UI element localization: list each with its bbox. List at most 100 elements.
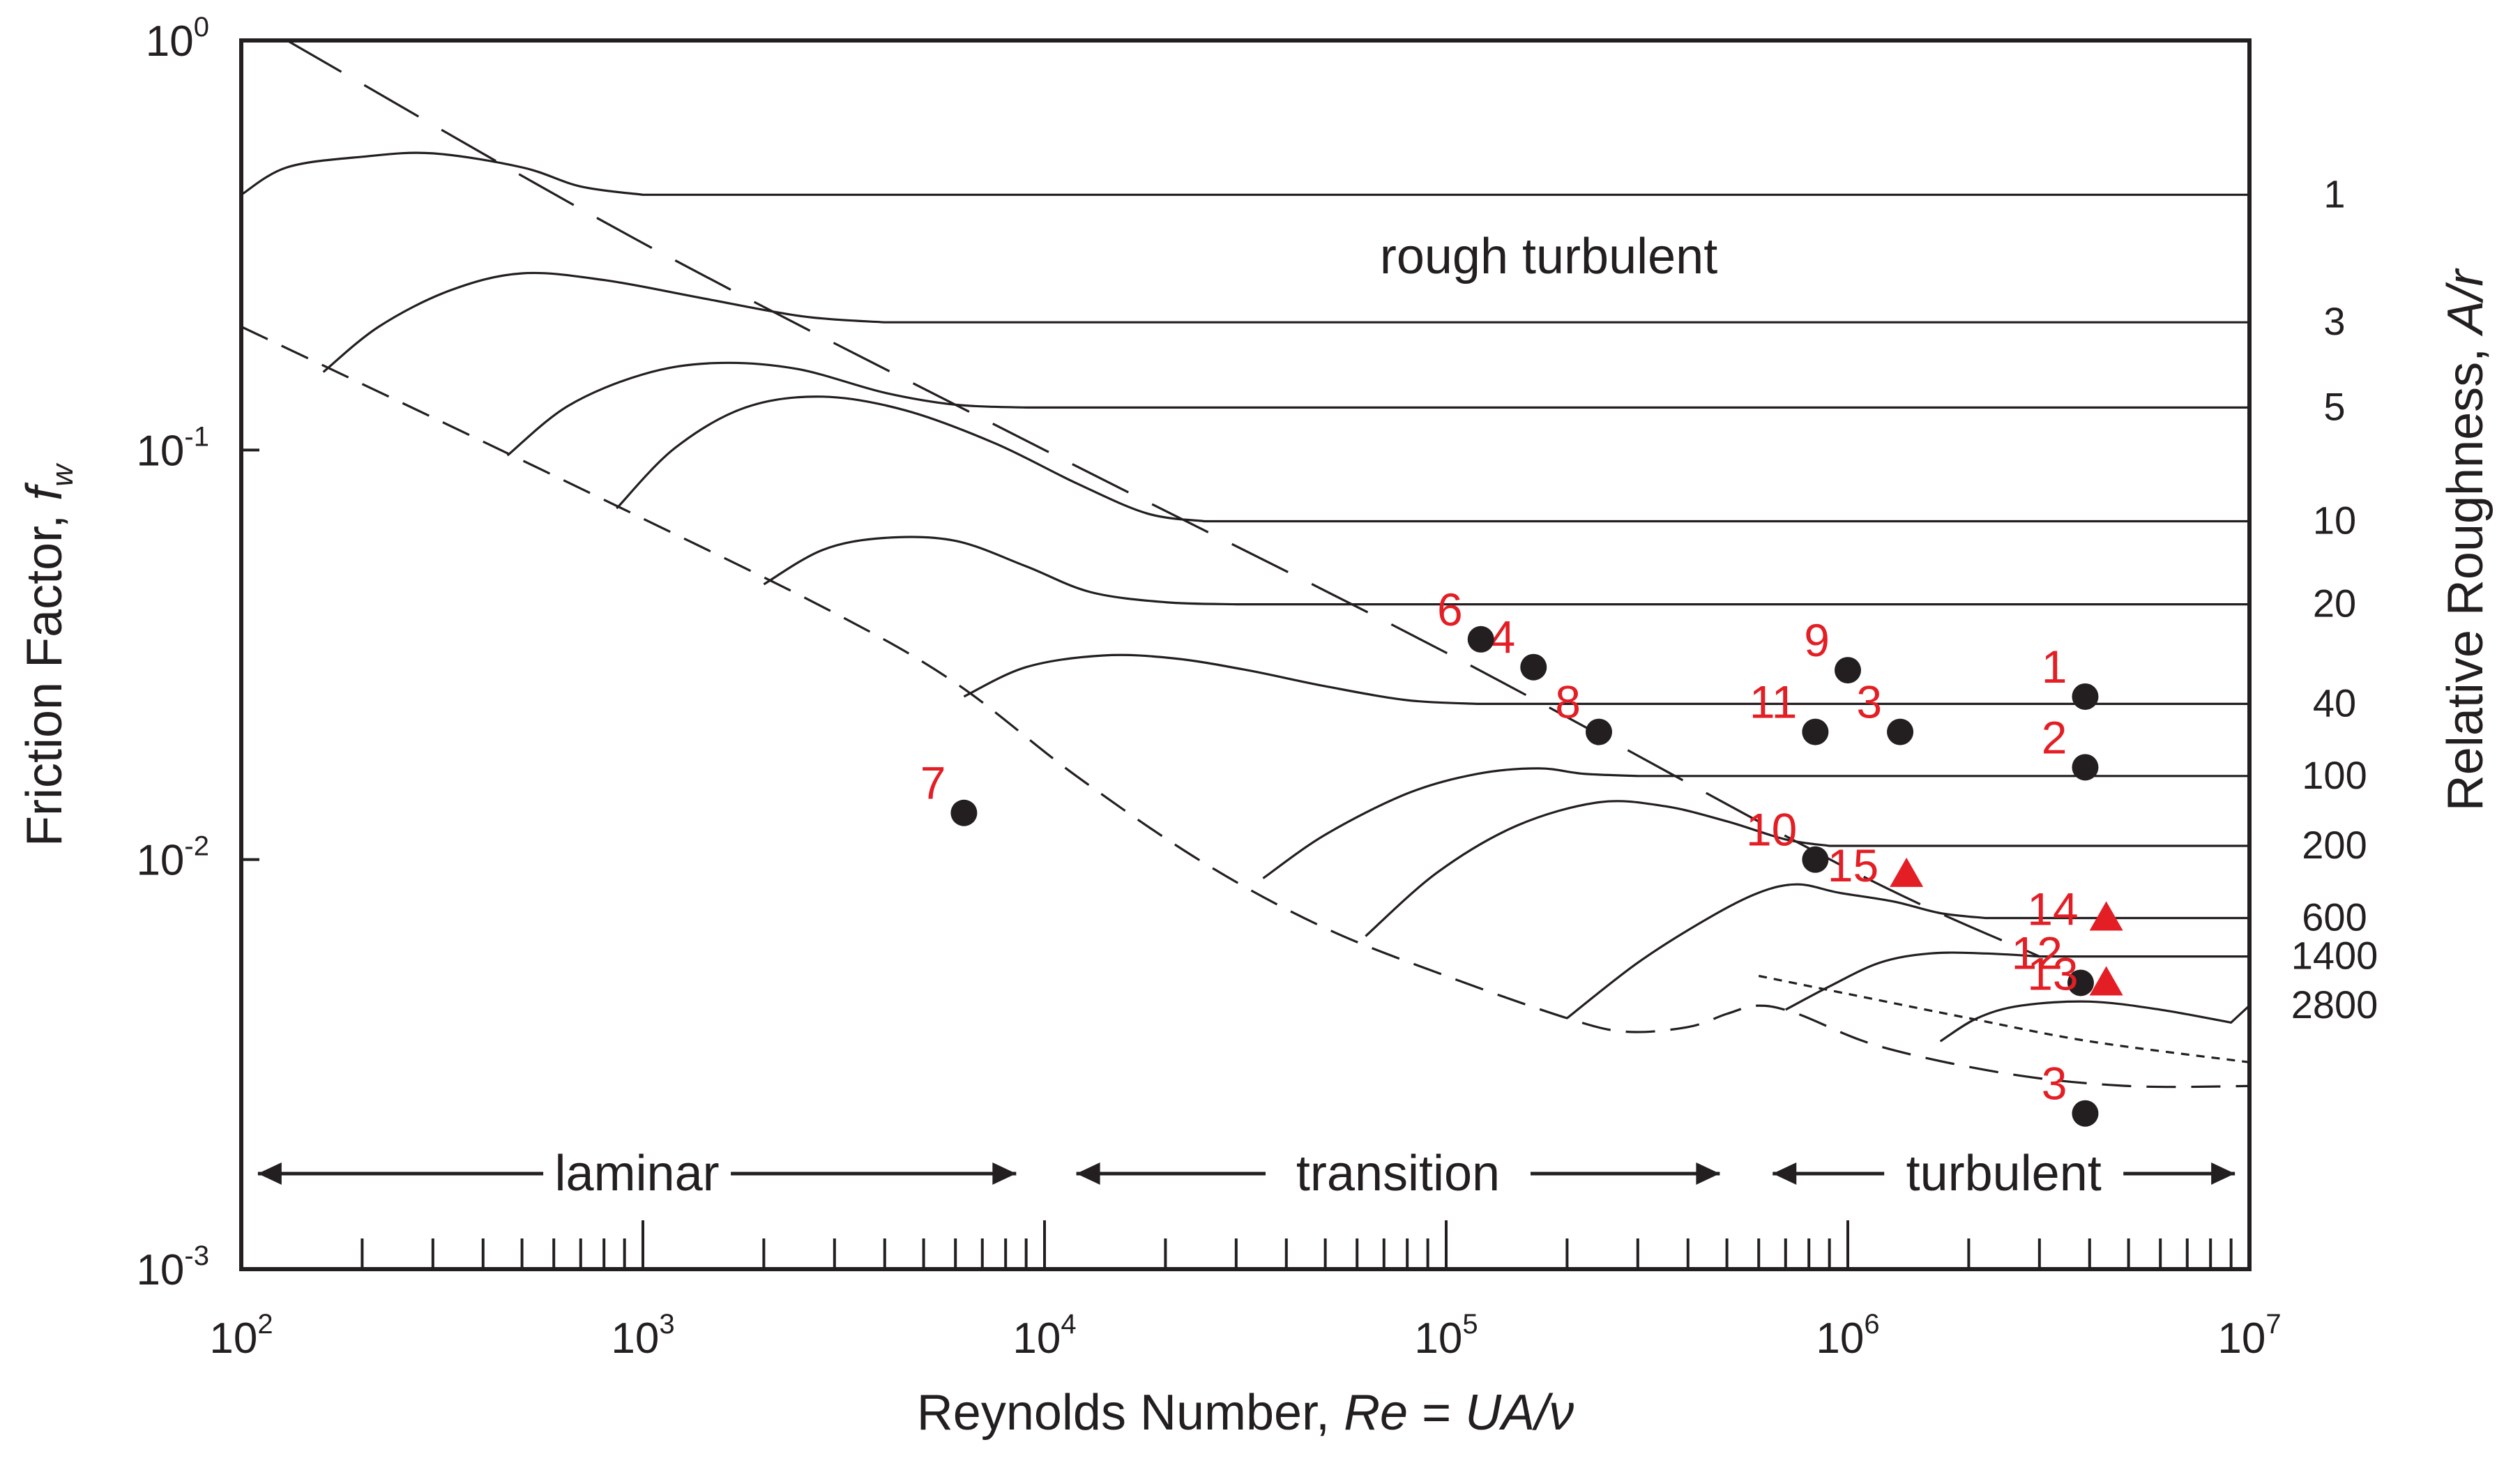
roughness-curve-100 <box>1262 767 2249 879</box>
x-tick-base: 10 <box>1414 1314 1462 1363</box>
axis-ticks <box>241 39 2233 1271</box>
circle-marker-11 <box>1802 718 1829 745</box>
y2-axis-title: Relative Roughness, A/r <box>2438 268 2494 811</box>
plot-frame <box>239 38 2252 1271</box>
point-label-7: 7 <box>920 757 946 809</box>
circle-marker-6 <box>1467 626 1494 653</box>
point-label-11: 11 <box>1749 676 1798 728</box>
roughness-curve-200 <box>1365 800 2249 937</box>
circle-marker-3 <box>2072 1100 2099 1127</box>
x-axis-title-expr: UA/ν <box>1465 1385 1574 1441</box>
roughness-curve-1 <box>241 151 2249 196</box>
roughness-label-2800: 2800 <box>2291 983 2378 1026</box>
point-label-12: 12 <box>2012 927 2063 978</box>
point-label-3: 3 <box>1856 676 1882 728</box>
x-tick-label: 102 <box>209 1309 273 1363</box>
roughness-curve-20 <box>763 536 2249 606</box>
point-label-10: 10 <box>1746 804 1797 856</box>
x-axis-title-prefix: Reynolds Number, <box>917 1385 1344 1441</box>
roughness-curve-2800 <box>1939 1000 2251 1043</box>
point-label-3: 3 <box>2042 1058 2067 1109</box>
roughness-label-1: 1 <box>2323 172 2345 215</box>
x-tick-label: 103 <box>611 1309 674 1363</box>
x-tick-exp: 6 <box>1864 1309 1879 1340</box>
circle-marker-7 <box>950 799 978 826</box>
rough-turbulent-boundary <box>286 39 2040 958</box>
y-tick-base: 10 <box>136 427 184 475</box>
circle-marker-10 <box>1802 846 1829 873</box>
circle-marker-8 <box>1586 718 1613 745</box>
roughness-label-3: 3 <box>2323 299 2345 343</box>
regime-arrowhead-transition-left <box>1076 1162 1100 1185</box>
x-tick-label: 105 <box>1414 1309 1478 1363</box>
x-tick-base: 10 <box>2217 1314 2265 1363</box>
regime-arrowhead-turbulent-right <box>2211 1162 2236 1185</box>
x-axis-title: Reynolds Number, Re = UA/ν <box>917 1385 1574 1441</box>
envelope-curves <box>241 39 2250 1089</box>
y-tick-label: 10-3 <box>136 1241 209 1294</box>
roughness-label-100: 100 <box>2302 753 2367 797</box>
point-label-13: 13 <box>2027 948 2078 999</box>
roughness-curve-5 <box>506 361 2249 457</box>
short-dashed-curve <box>1758 974 2250 1063</box>
y-axis-title: Friction Factor, fw <box>17 462 79 847</box>
point-label-15: 15 <box>1828 840 1878 891</box>
regime-label-transition: transition <box>1296 1146 1500 1202</box>
y-tick-exp: -1 <box>184 421 209 452</box>
x-tick-exp: 2 <box>257 1309 273 1340</box>
roughness-curve-600 <box>1566 883 2249 1019</box>
point-label-4: 4 <box>1490 612 1516 663</box>
point-label-6: 6 <box>1437 584 1463 635</box>
x-tick-label: 106 <box>1816 1309 1879 1363</box>
y2-axis-title-var: A/r <box>2438 268 2494 337</box>
y-tick-base: 10 <box>136 837 184 885</box>
y2-axis-title-prefix: Relative Roughness, <box>2438 334 2494 811</box>
y-tick-label: 10-2 <box>136 831 209 885</box>
roughness-label-10: 10 <box>2313 498 2356 542</box>
roughness-curve-40 <box>963 653 2249 705</box>
x-tick-exp: 7 <box>2265 1309 2281 1340</box>
circle-marker-3 <box>1887 718 1914 745</box>
regime-arrowhead-turbulent-left <box>1773 1162 1797 1185</box>
circle-marker-9 <box>1835 657 1861 684</box>
y-axis-title-sub: w <box>45 462 79 487</box>
circle-marker-4 <box>1520 653 1547 681</box>
x-axis-title-var: Re <box>1344 1385 1408 1441</box>
x-tick-base: 10 <box>1816 1314 1864 1363</box>
x-tick-label: 104 <box>1012 1309 1076 1363</box>
triangle-marker-13 <box>2089 966 2123 996</box>
y-axis-title-prefix: Friction Factor, <box>17 501 73 847</box>
regime-arrowhead-transition-right <box>1696 1162 1720 1185</box>
y-tick-label: 100 <box>146 12 209 66</box>
x-tick-exp: 5 <box>1462 1309 1478 1340</box>
point-label-1: 1 <box>2042 641 2067 692</box>
roughness-label-600: 600 <box>2302 895 2367 939</box>
x-tick-base: 10 <box>611 1314 659 1363</box>
y-tick-base: 10 <box>146 17 194 66</box>
regime-arrowhead-laminar-left <box>257 1162 282 1185</box>
circle-marker-1 <box>2072 683 2099 710</box>
roughness-label-5: 5 <box>2323 384 2345 428</box>
triangle-marker-14 <box>2089 901 2123 931</box>
roughness-label-200: 200 <box>2302 823 2367 867</box>
y-tick-exp: -2 <box>184 831 209 862</box>
y-tick-label: 10-1 <box>136 421 209 475</box>
roughness-label-20: 20 <box>2313 582 2356 626</box>
regime-arrows: laminar transition turbulent <box>257 1146 2236 1202</box>
regime-arrowhead-laminar-right <box>992 1162 1017 1185</box>
x-tick-label: 107 <box>2217 1309 2281 1363</box>
smooth-laminar-envelope <box>241 326 2250 1089</box>
rough-turbulent-label: rough turbulent <box>1380 229 1717 285</box>
point-label-2: 2 <box>2042 711 2067 763</box>
point-label-14: 14 <box>2027 883 2078 934</box>
roughness-curve-3 <box>322 271 2249 373</box>
x-tick-exp: 3 <box>659 1309 674 1340</box>
triangle-marker-15 <box>1890 857 1924 887</box>
roughness-label-1400: 1400 <box>2291 934 2378 978</box>
point-label-9: 9 <box>1804 614 1830 666</box>
circle-marker-12 <box>2067 969 2094 996</box>
x-tick-exp: 4 <box>1061 1309 1076 1340</box>
